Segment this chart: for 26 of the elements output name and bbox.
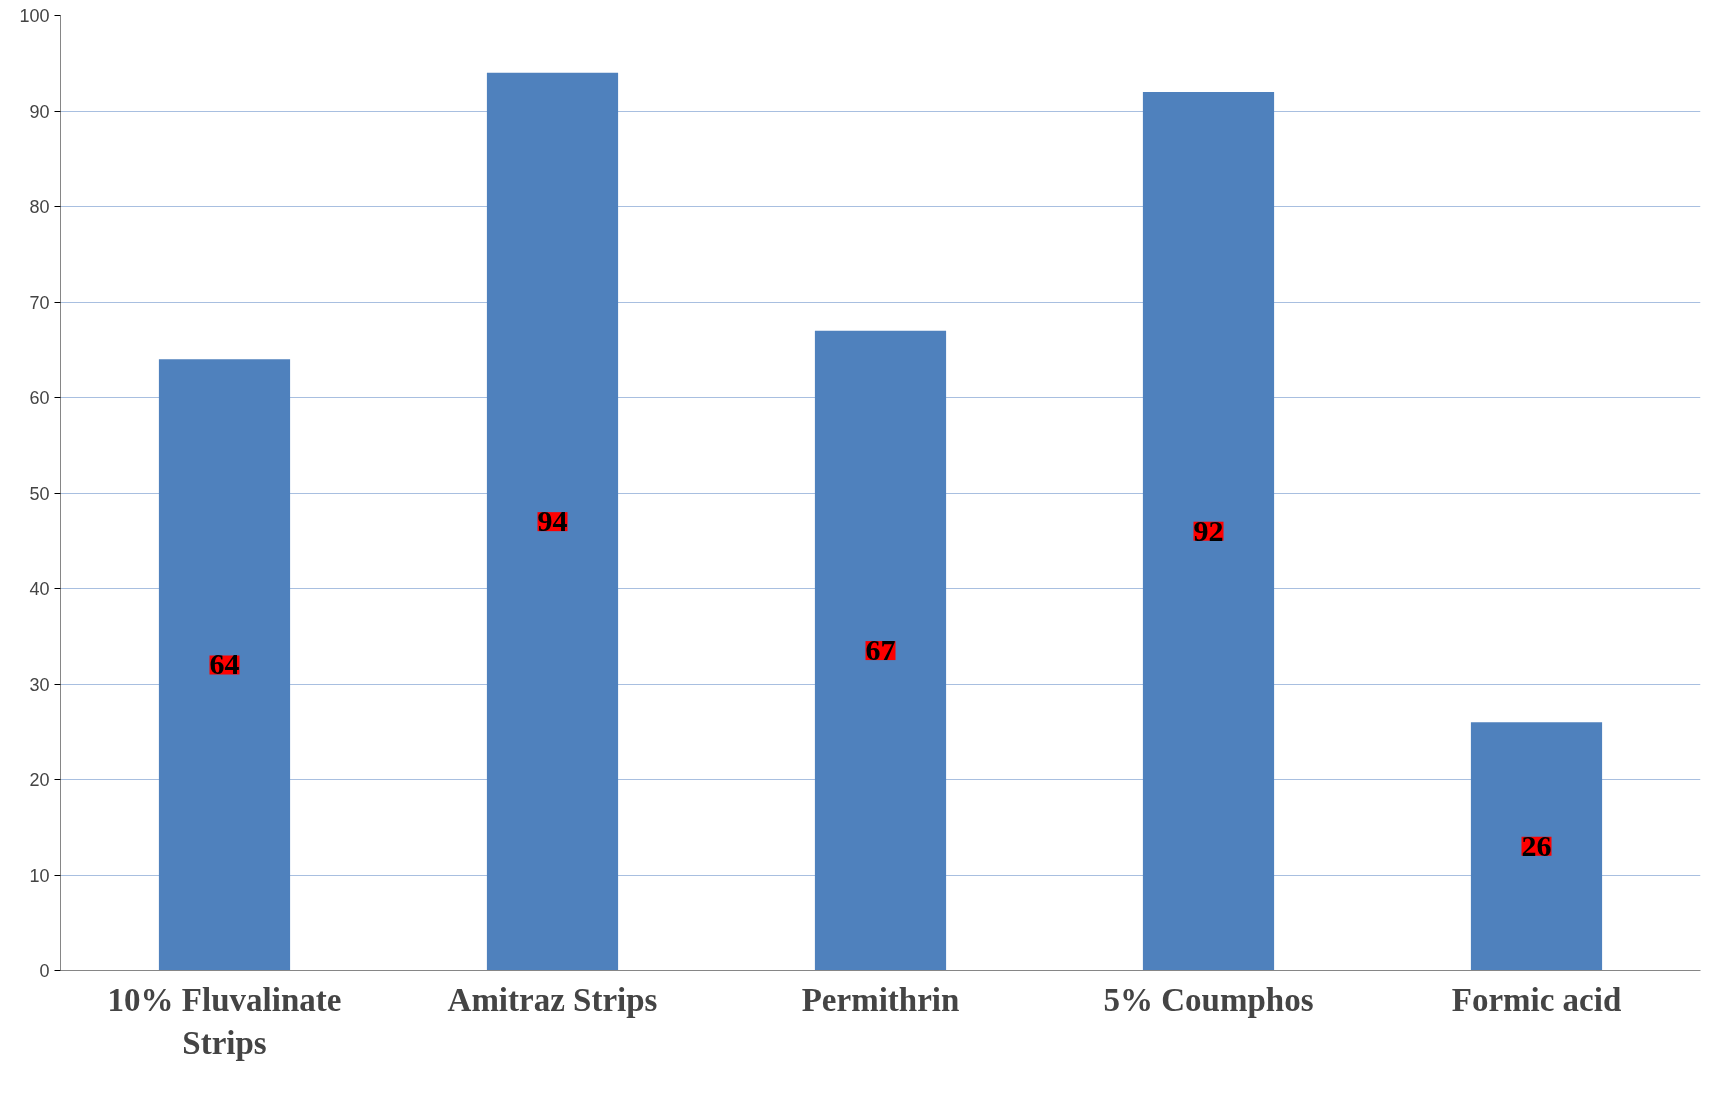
y-tick-label: 30 <box>29 674 50 695</box>
y-tick-label: 50 <box>29 483 50 504</box>
y-tick-label: 20 <box>29 770 50 790</box>
bar <box>1142 91 1275 971</box>
x-tick-label: Amitraz Strips <box>447 981 658 1018</box>
bar <box>814 330 947 971</box>
data-label: 67 <box>865 633 896 667</box>
y-tick-label: 80 <box>29 197 50 217</box>
x-tick-label: Formic acid <box>1451 981 1622 1018</box>
x-tick-label: 5% Coumphos <box>1103 981 1314 1018</box>
bar <box>486 72 619 971</box>
data-label: 26 <box>1521 828 1552 862</box>
y-tick-label: 70 <box>29 292 50 313</box>
y-tick-label: 0 <box>39 961 50 981</box>
y-tick-label: 60 <box>29 388 50 408</box>
bar <box>158 359 291 971</box>
y-tick-label: 10 <box>29 865 50 886</box>
y-tick-label: 100 <box>19 6 50 26</box>
data-label: 94 <box>537 504 568 538</box>
data-label: 64 <box>209 647 240 681</box>
bar <box>1470 722 1603 971</box>
x-tick-label: 10% Fluvalinate Strips <box>107 981 342 1061</box>
y-tick-label: 40 <box>29 579 50 599</box>
x-tick-label: Permithrin <box>801 981 960 1018</box>
y-tick-label: 90 <box>29 101 50 122</box>
data-label: 92 <box>1193 513 1224 547</box>
